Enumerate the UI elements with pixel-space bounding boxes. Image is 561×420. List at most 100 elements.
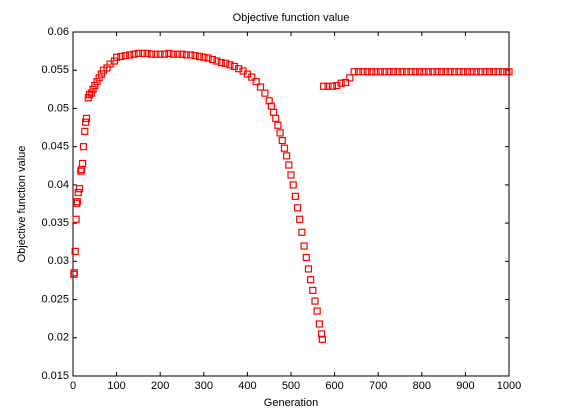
marker — [256, 83, 265, 91]
x-tick-label: 600 — [325, 380, 343, 392]
marker — [291, 192, 299, 200]
marker — [265, 97, 273, 105]
marker — [79, 143, 88, 151]
marker — [481, 68, 489, 76]
x-tick-label: 800 — [413, 380, 431, 392]
marker — [485, 68, 493, 76]
y-tick-label: 0.06 — [48, 26, 69, 38]
marker — [424, 68, 432, 76]
y-tick-label: 0.035 — [41, 217, 69, 229]
marker — [95, 74, 103, 82]
marker — [394, 68, 402, 76]
marker — [494, 68, 502, 76]
x-tick-label: 1000 — [497, 380, 521, 392]
marker — [274, 121, 282, 129]
marker — [269, 108, 278, 116]
marker — [70, 269, 78, 277]
marker — [169, 50, 177, 58]
y-tick-label: 0.025 — [41, 293, 69, 305]
marker — [75, 185, 84, 193]
marker — [77, 167, 85, 175]
marker — [433, 68, 441, 76]
marker — [307, 276, 315, 284]
marker — [81, 127, 89, 135]
marker — [134, 49, 142, 58]
marker — [222, 59, 230, 67]
marker — [459, 68, 467, 76]
marker — [147, 50, 156, 58]
marker — [160, 50, 169, 58]
marker — [293, 204, 302, 212]
marker — [71, 247, 79, 255]
marker — [296, 215, 304, 223]
marker — [191, 52, 199, 60]
x-tick-label: 700 — [369, 380, 387, 392]
marker — [204, 54, 212, 62]
marker — [187, 51, 195, 59]
marker — [320, 82, 328, 90]
marker — [93, 78, 101, 86]
marker — [73, 198, 81, 206]
marker — [429, 68, 437, 76]
marker — [354, 68, 363, 76]
marker — [156, 50, 164, 58]
marker — [341, 78, 350, 87]
marker — [420, 68, 428, 76]
marker — [304, 265, 313, 273]
x-tick-label: 300 — [195, 380, 213, 392]
marker — [317, 330, 326, 338]
marker — [407, 68, 415, 76]
x-tick-label: 100 — [107, 380, 125, 392]
marker — [490, 68, 498, 76]
marker — [455, 68, 463, 76]
marker — [437, 68, 446, 76]
marker — [112, 53, 121, 61]
marker — [315, 320, 323, 328]
marker — [121, 52, 129, 60]
marker — [298, 228, 306, 236]
marker — [309, 286, 317, 294]
marker — [477, 68, 485, 76]
marker — [165, 49, 173, 58]
marker — [174, 50, 182, 58]
marker — [416, 68, 424, 76]
marker — [178, 50, 186, 58]
marker — [97, 70, 105, 78]
x-axis-label: Generation — [264, 397, 318, 409]
marker — [376, 68, 384, 76]
chart-title: Objective function value — [233, 12, 350, 24]
marker — [442, 68, 450, 76]
marker — [217, 58, 225, 67]
marker — [463, 68, 472, 76]
marker — [498, 68, 507, 76]
marker — [346, 74, 354, 82]
y-tick-label: 0.04 — [48, 179, 69, 191]
marker — [72, 215, 80, 223]
marker — [381, 68, 389, 76]
marker — [363, 68, 371, 76]
marker — [182, 51, 190, 59]
marker — [235, 65, 243, 73]
marker — [82, 118, 90, 126]
marker — [385, 68, 393, 76]
y-tick-label: 0.05 — [48, 102, 69, 114]
marker — [300, 242, 308, 250]
marker — [402, 68, 411, 76]
marker — [72, 199, 81, 207]
marker — [359, 68, 367, 76]
y-tick-label: 0.02 — [48, 332, 69, 344]
marker — [324, 82, 332, 90]
marker — [252, 78, 260, 86]
marker — [152, 50, 160, 58]
marker — [318, 335, 326, 343]
y-tick-label: 0.045 — [41, 141, 69, 153]
marker — [283, 152, 291, 160]
marker — [280, 144, 289, 152]
marker — [311, 297, 319, 305]
plot-box — [72, 31, 510, 377]
x-tick-label: 400 — [238, 380, 256, 392]
marker — [313, 307, 321, 315]
marker — [285, 161, 293, 169]
marker — [117, 52, 125, 61]
